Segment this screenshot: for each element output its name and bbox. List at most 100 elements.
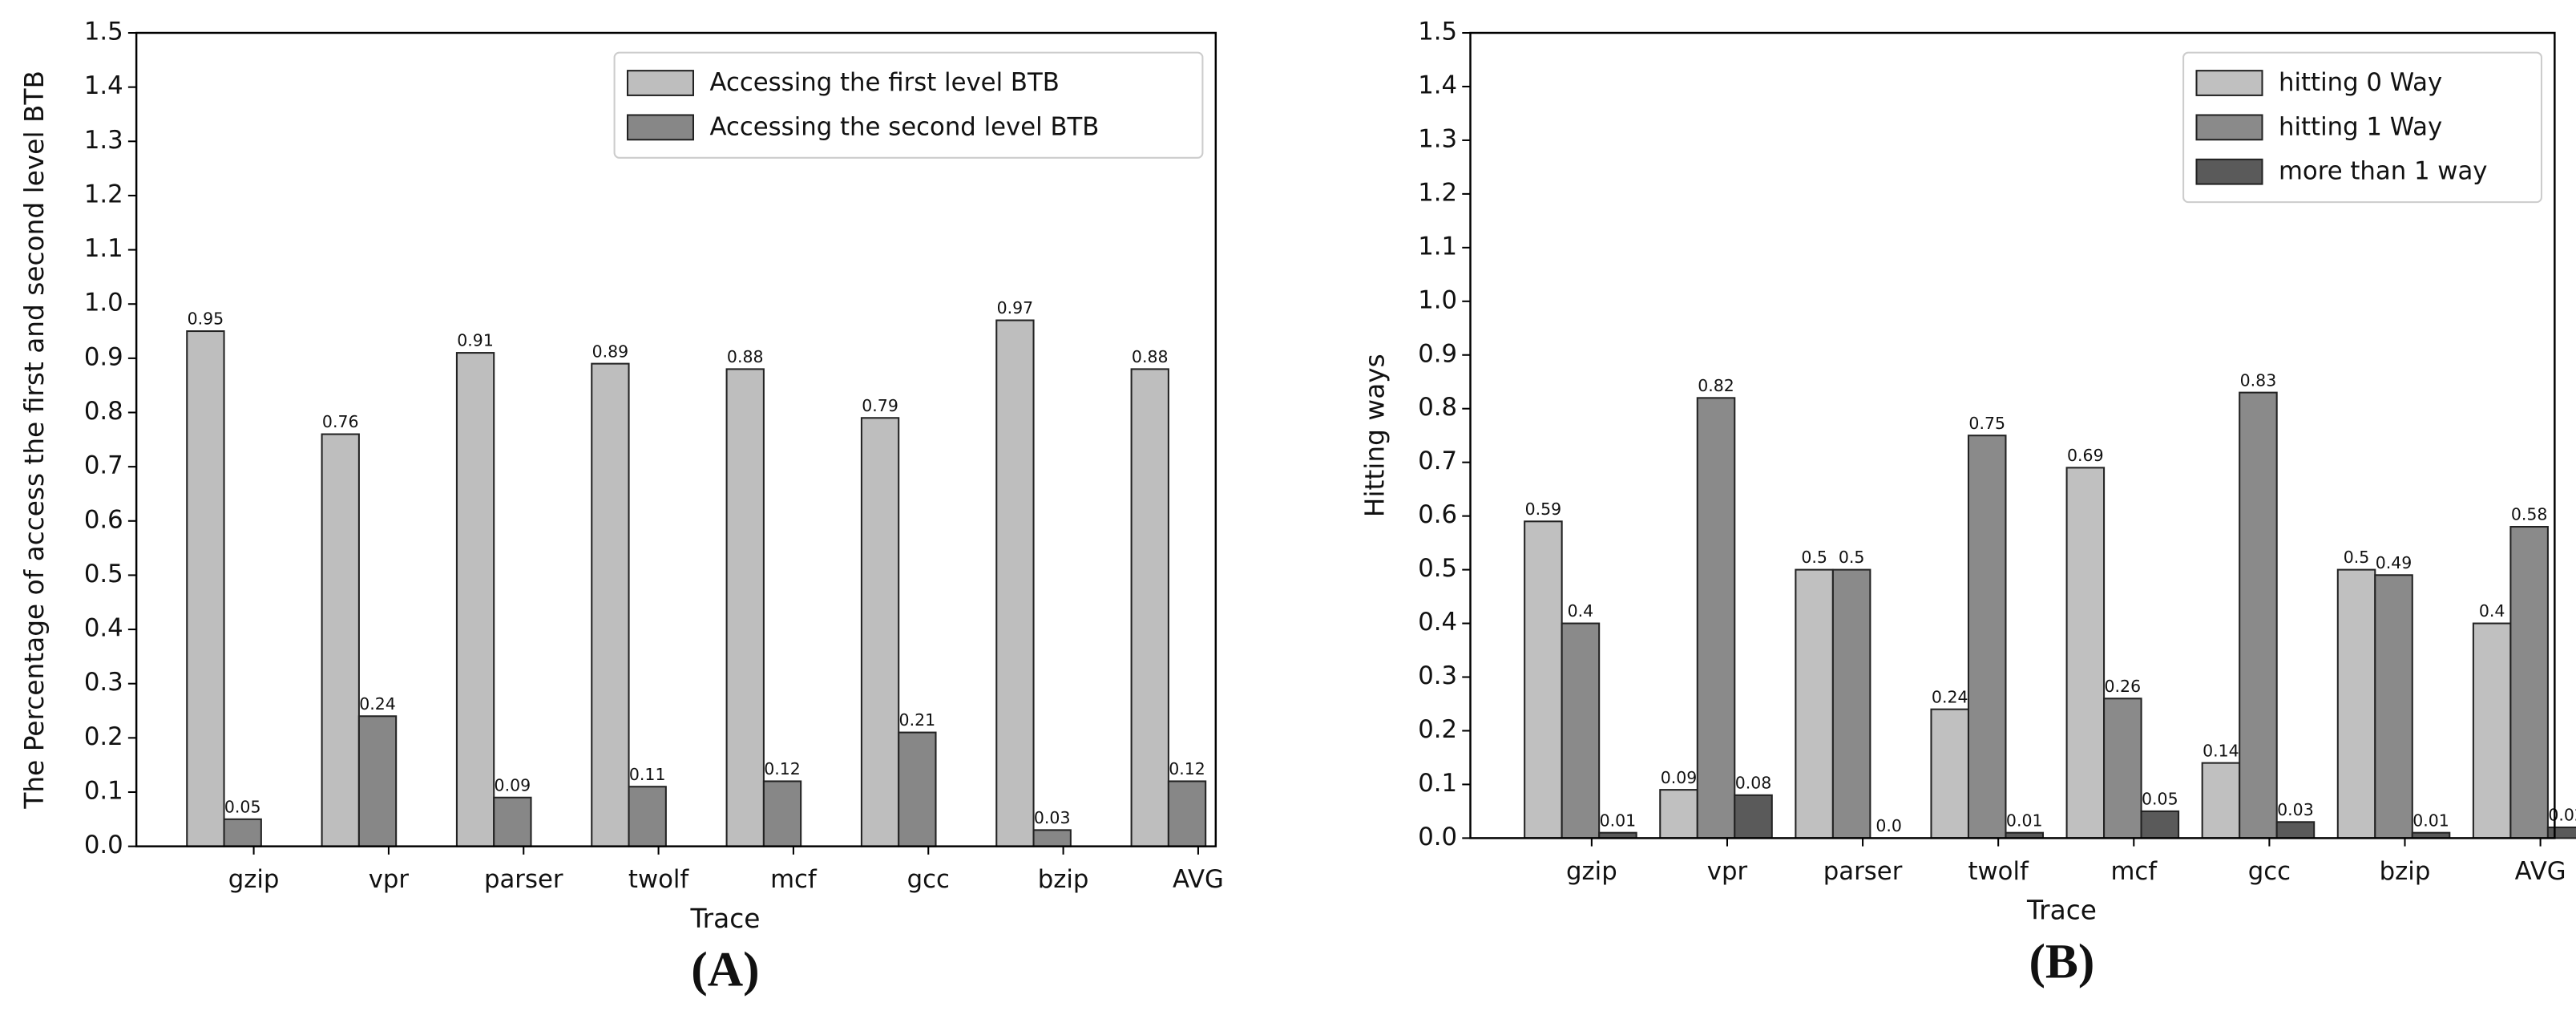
- bar: [1930, 708, 1970, 839]
- value-label: 0.59: [1525, 499, 1562, 519]
- value-label: 0.21: [899, 710, 936, 730]
- value-label: 0.12: [1169, 759, 1205, 778]
- bar: [860, 417, 900, 847]
- bar: [2275, 821, 2316, 839]
- legend-label: more than 1 way: [2279, 157, 2487, 186]
- value-label: 0.01: [2412, 811, 2449, 830]
- value-label: 0.0: [1875, 816, 1902, 835]
- y-tick-label: 0.8: [84, 397, 123, 426]
- bar: [2140, 810, 2180, 839]
- value-label: 0.26: [2105, 677, 2142, 696]
- y-tick-label: 1.1: [84, 234, 123, 263]
- y-tick-label: 1.2: [1418, 178, 1457, 207]
- bar: [1032, 829, 1072, 847]
- plot-frame: [1469, 31, 2556, 839]
- y-tick-label: 0.3: [1418, 661, 1457, 690]
- legend-box: [613, 51, 1204, 159]
- bar: [2472, 622, 2512, 839]
- y-tick-label: 0.0: [1418, 823, 1457, 851]
- bar: [1795, 568, 1834, 839]
- y-tick-label: 1.0: [1418, 285, 1457, 314]
- value-label: 0.24: [1932, 687, 1968, 706]
- value-label: 0.4: [2479, 601, 2505, 621]
- value-label: 0.03: [2277, 800, 2314, 819]
- x-tick-label: gzip: [228, 865, 280, 894]
- bar: [2239, 391, 2278, 839]
- x-tick-label: parser: [1823, 857, 1903, 886]
- x-tick-label: parser: [484, 865, 563, 894]
- legend-label: Accessing the second level BTB: [709, 112, 1099, 141]
- y-tick-label: 0.7: [84, 451, 123, 480]
- value-label: 0.02: [2548, 806, 2576, 825]
- bar: [1524, 520, 1563, 839]
- y-tick-label: 0.2: [84, 722, 123, 751]
- x-tick-label: AVG: [1173, 865, 1224, 894]
- y-tick-label: 0.0: [84, 831, 123, 859]
- value-label: 0.49: [2376, 553, 2412, 572]
- y-tick-label: 1.2: [84, 180, 123, 208]
- value-label: 0.88: [1132, 347, 1169, 366]
- legend-label: hitting 0 Way: [2279, 68, 2442, 97]
- y-tick-label: 0.4: [1418, 608, 1457, 637]
- value-label: 0.82: [1698, 376, 1734, 395]
- value-label: 0.5: [1801, 548, 1827, 567]
- bar: [1967, 435, 2007, 839]
- legend-swatch: [2195, 70, 2263, 96]
- legend-swatch: [626, 70, 695, 96]
- y-tick-label: 0.7: [1418, 447, 1457, 475]
- value-label: 0.5: [2344, 548, 2370, 567]
- value-label: 0.09: [1661, 768, 1698, 787]
- bar: [591, 362, 630, 847]
- panel-label: (B): [2029, 934, 2094, 989]
- bar: [186, 330, 225, 847]
- legend-swatch: [2195, 158, 2263, 185]
- value-label: 0.05: [2142, 790, 2178, 809]
- value-label: 0.01: [2006, 811, 2043, 830]
- y-tick-label: 0.2: [1418, 715, 1457, 744]
- bar: [2509, 526, 2549, 839]
- value-label: 0.5: [1839, 548, 1865, 567]
- legend-label: Accessing the first level BTB: [709, 68, 1059, 97]
- bar: [1659, 789, 1698, 839]
- value-label: 0.69: [2067, 446, 2104, 465]
- bar: [2201, 762, 2241, 839]
- value-label: 0.4: [1568, 601, 1594, 621]
- plot-frame: [135, 31, 1217, 847]
- bar: [2374, 574, 2413, 839]
- value-label: 0.05: [224, 797, 261, 816]
- y-tick-label: 1.3: [1418, 124, 1457, 153]
- y-tick-label: 0.1: [1418, 769, 1457, 798]
- value-label: 0.95: [188, 309, 224, 329]
- y-tick-label: 1.3: [84, 126, 123, 155]
- bar: [2065, 467, 2106, 839]
- value-label: 0.11: [629, 765, 666, 784]
- bar: [2546, 826, 2576, 839]
- value-label: 0.89: [592, 342, 629, 361]
- y-tick-label: 1.5: [84, 18, 123, 46]
- bar: [321, 433, 360, 847]
- x-tick-label: AVG: [2515, 857, 2566, 886]
- value-label: 0.76: [322, 412, 359, 431]
- value-label: 0.12: [764, 759, 801, 778]
- y-axis-label: The Percentage of access the first and s…: [19, 71, 50, 810]
- x-tick-label: twolf: [1968, 857, 2030, 886]
- x-tick-label: gcc: [907, 865, 950, 894]
- bar: [357, 715, 398, 847]
- x-tick-label: gcc: [2248, 857, 2291, 886]
- y-tick-label: 0.9: [84, 342, 123, 371]
- value-label: 0.75: [1968, 414, 2005, 433]
- x-tick-label: mcf: [2110, 857, 2158, 886]
- value-label: 0.88: [727, 347, 764, 366]
- x-tick-label: vpr: [369, 865, 410, 894]
- x-tick-label: gzip: [1566, 857, 1617, 886]
- x-tick-label: twolf: [628, 865, 690, 894]
- x-axis-label: Trace: [689, 904, 760, 934]
- legend-swatch: [626, 114, 695, 141]
- legend-swatch: [2195, 114, 2263, 141]
- y-tick-label: 0.3: [84, 668, 123, 697]
- y-tick-label: 0.5: [1418, 554, 1457, 583]
- legend-label: hitting 1 Way: [2279, 112, 2442, 141]
- bar: [995, 319, 1035, 847]
- value-label: 0.58: [2511, 505, 2548, 524]
